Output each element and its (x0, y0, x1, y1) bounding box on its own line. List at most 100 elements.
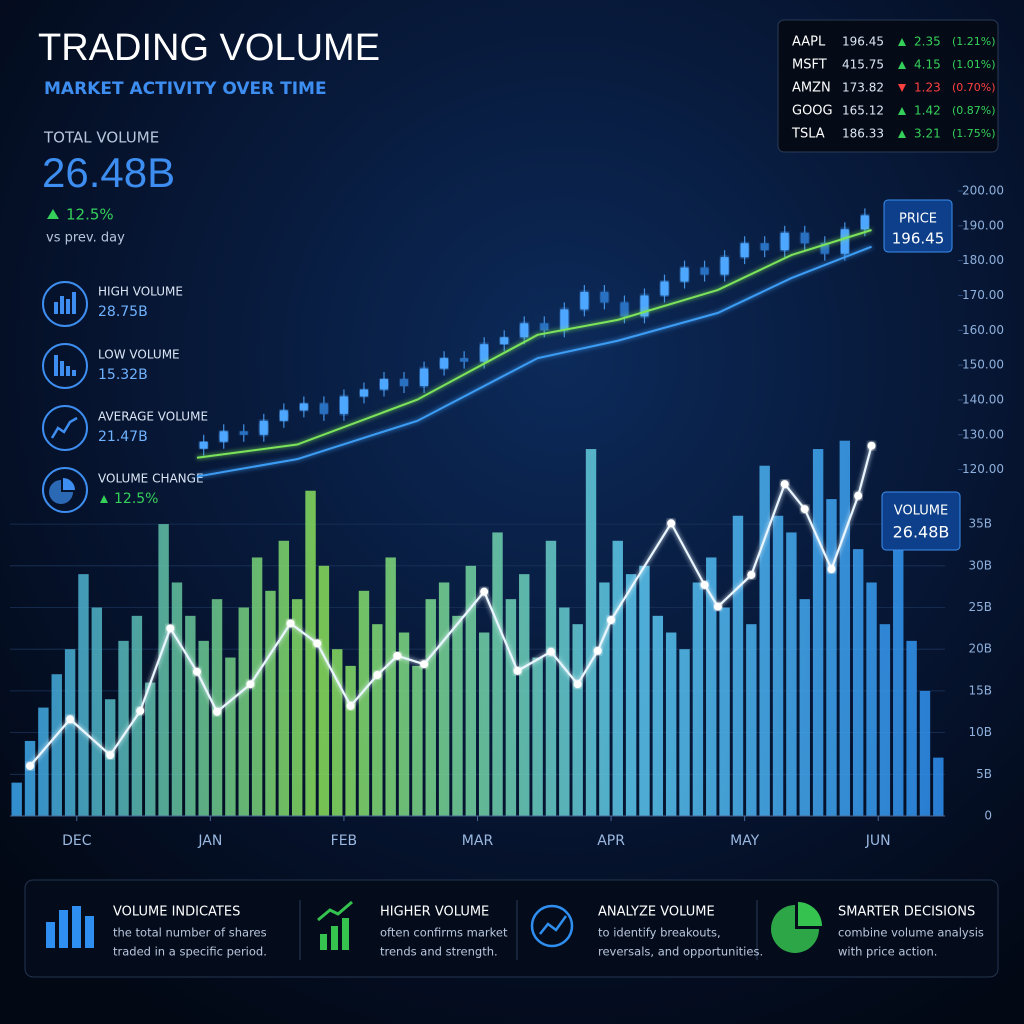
x-tick-label: FEB (331, 833, 358, 849)
volume-bar (919, 690, 931, 816)
candle-body (820, 243, 829, 254)
x-tick-label: MAR (462, 833, 494, 849)
volume-bar (118, 640, 129, 816)
price-box (883, 199, 953, 253)
volume-bar (799, 599, 810, 816)
volume-point (747, 570, 756, 579)
volume-point (713, 602, 722, 611)
candle-body (199, 441, 208, 449)
candle-body (520, 323, 529, 338)
candle-body (740, 243, 749, 258)
candle-body (620, 302, 629, 317)
footer-text: VOLUME INDICATES the total number of shar… (113, 905, 984, 959)
stat-icon (42, 405, 88, 451)
footer-line: trends and strength. (380, 945, 498, 959)
candle-body (339, 396, 348, 414)
volume-point (607, 616, 616, 625)
volume-bar (665, 632, 677, 816)
volume-bar (225, 657, 236, 816)
ticker-list: AAPL 196.45 2.35 (1.21%) MSFT 415.75 4.15 (1.01… (791, 35, 996, 142)
volume-bar (24, 740, 36, 816)
y-tick-label: 130.00 (962, 427, 1004, 441)
candle-body (259, 420, 268, 435)
volume-bar (358, 590, 370, 816)
direction-arrow (898, 61, 906, 69)
volume-label: VOLUME (894, 504, 948, 519)
candle-body (480, 344, 489, 362)
stat-arrow (100, 495, 108, 503)
candle-body (800, 232, 809, 244)
total-change: 12.5% (66, 206, 114, 224)
y-tick-label: 25B (968, 600, 992, 614)
volume-bar (599, 582, 610, 816)
ticker-price: 186.33 (842, 127, 884, 141)
x-tick-label: DEC (62, 833, 92, 849)
y-tick-label: 190.00 (962, 218, 1004, 232)
volume-bar (625, 574, 637, 816)
volume-bar (185, 615, 196, 816)
y-tick-label: 180.00 (962, 253, 1004, 267)
subtitle: MARKET ACTIVITY OVER TIME (44, 79, 327, 99)
volume-box (881, 491, 961, 551)
volume-bar (64, 649, 76, 816)
volume-point (313, 639, 322, 648)
stats (42, 281, 88, 513)
ticker-pct: (0.70%) (952, 81, 996, 94)
volume-bar (438, 582, 450, 816)
volume-bar (198, 640, 209, 816)
volume-point (393, 651, 402, 660)
volume-point (213, 707, 222, 716)
candle-body (600, 291, 609, 303)
candle-body (440, 358, 449, 369)
footer-icons (46, 900, 822, 960)
volume-point (827, 565, 836, 574)
ticker-symbol: AMZN (792, 81, 831, 96)
volume-bar (585, 449, 597, 816)
volume-bar (786, 532, 797, 816)
ticker-pct: (1.21%) (952, 35, 996, 48)
ticker-price: 196.45 (842, 35, 884, 49)
volume-bar (385, 557, 396, 816)
volume-point (106, 751, 115, 760)
volume-bar (171, 582, 183, 816)
y-tick-label: 120.00 (962, 462, 1004, 476)
moving-average (196, 245, 872, 478)
candle-body (299, 403, 308, 411)
ticker-change: 1.42 (914, 104, 941, 118)
candle-body (860, 215, 869, 230)
volume-bar (305, 490, 316, 816)
volume-bar (318, 565, 330, 816)
moving-average (196, 229, 872, 459)
candle-body (720, 257, 729, 275)
stat-value: 15.32B (98, 367, 148, 383)
up-arrow (47, 209, 59, 219)
volume-bar (478, 632, 490, 816)
stat-icon (42, 281, 88, 327)
volume-bar (492, 532, 503, 816)
volume-point (780, 480, 789, 489)
volume-bar (545, 540, 557, 816)
volume-bar (265, 590, 276, 816)
ticker-change: 3.21 (914, 127, 941, 141)
x-tick-label: JUN (865, 833, 891, 849)
volume-point (573, 680, 582, 689)
volume-point (667, 519, 676, 528)
volume-bar (612, 540, 623, 816)
stat-label: HIGH VOLUME (98, 285, 183, 299)
y-tick-label: 20B (968, 642, 992, 656)
volume-bar (238, 607, 249, 816)
y-tick-label: 15B (968, 683, 992, 697)
candle-body (279, 410, 288, 421)
charts: 120.00 130.00 140.00 150.00 160.00 170.00 180.… (10, 184, 1004, 849)
y-tick-label: 170.00 (962, 288, 1004, 302)
volume-bar (78, 574, 89, 816)
volume-bar (559, 607, 570, 816)
volume-bar (866, 582, 877, 816)
volume-point (546, 647, 555, 656)
candle-body (319, 403, 328, 414)
volume-bar (933, 757, 944, 816)
y-tick-label: 35B (968, 517, 992, 531)
stat-value: 12.5% (114, 491, 158, 507)
ticker-price: 415.75 (842, 58, 884, 72)
